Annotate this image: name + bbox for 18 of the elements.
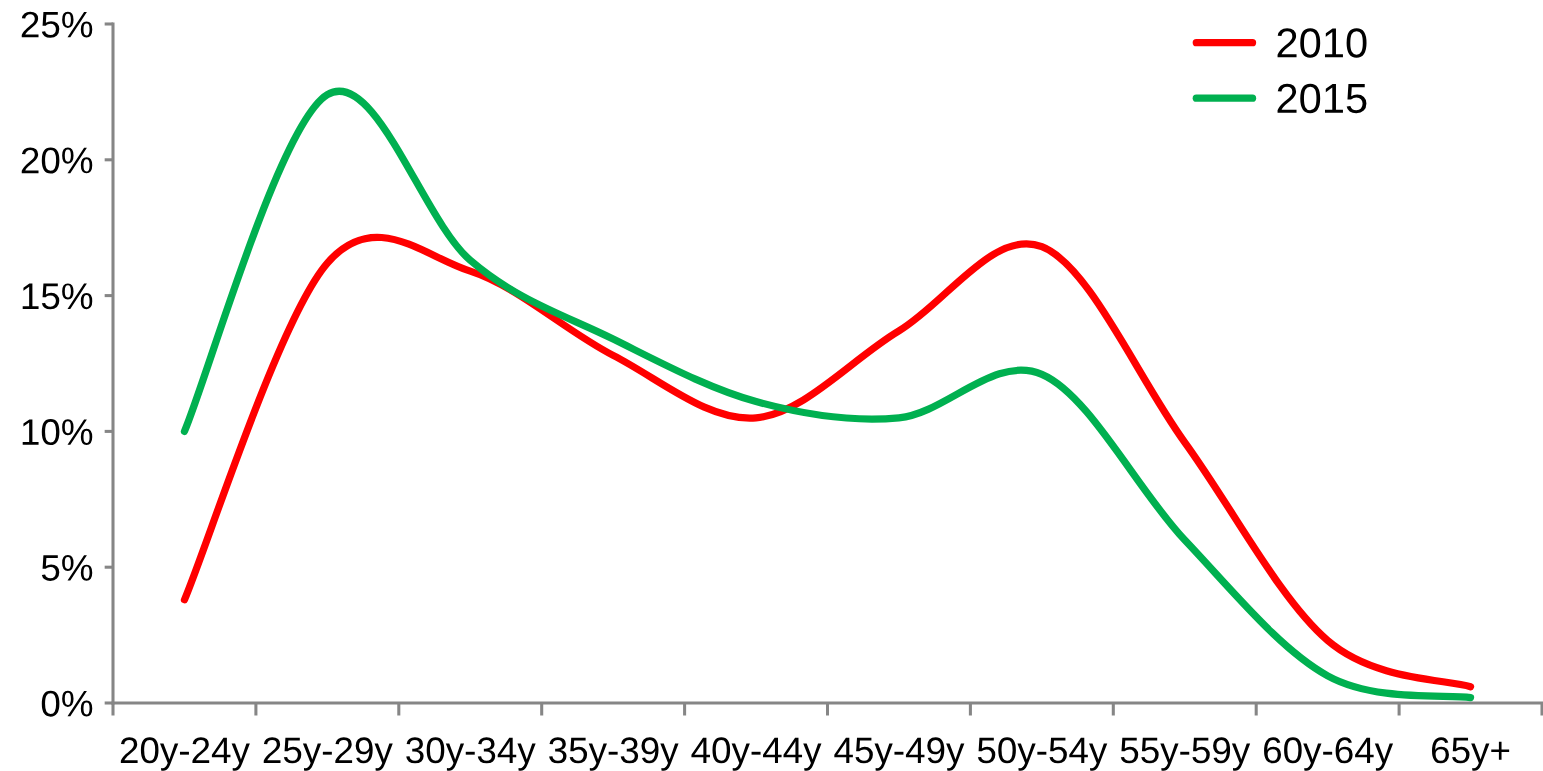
x-tick-label: 35y-39y: [549, 737, 679, 771]
x-tick-label: 30y-34y: [406, 737, 536, 771]
y-tick-label: 10%: [22, 419, 93, 446]
legend-label: 2010: [1277, 28, 1367, 58]
x-tick-label: 40y-44y: [691, 737, 822, 771]
y-tick-label: 20%: [21, 147, 93, 174]
x-tick-label: 20y-24y: [120, 737, 250, 771]
y-tick-label: 15%: [22, 283, 93, 310]
x-tick-label: 60y-64y: [1264, 737, 1394, 771]
x-tick-label: 50y-54y: [977, 737, 1108, 771]
legend-label: 2015: [1277, 83, 1367, 114]
x-tick-label: 65y+: [1432, 737, 1510, 771]
x-tick-label: 25y-29y: [263, 737, 393, 771]
y-tick-label: 25%: [21, 11, 93, 38]
x-tick-label: 55y-59y: [1120, 737, 1251, 771]
y-tick-label: 0%: [41, 690, 93, 717]
x-tick-label: 45y-49y: [834, 737, 965, 771]
y-tick-label: 5%: [41, 555, 93, 581]
